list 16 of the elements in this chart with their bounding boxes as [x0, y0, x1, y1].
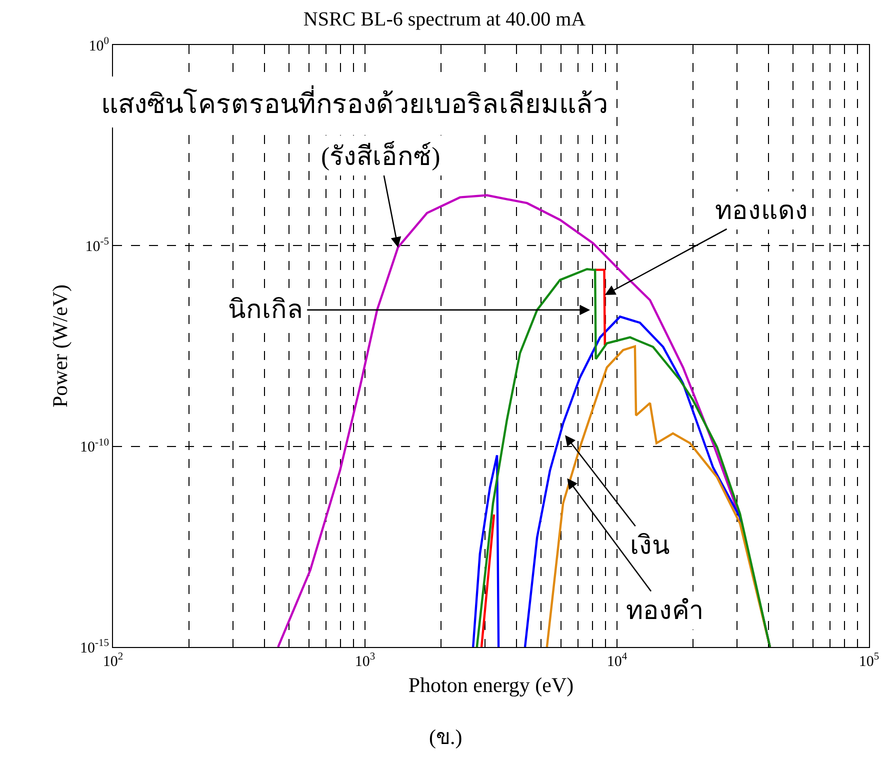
y-tick-label: 10$^{-5}$ [85, 236, 109, 255]
annotation: นิกเกิล [228, 295, 303, 324]
x-axis-title: Photon energy (eV) [408, 673, 574, 698]
annotation: ทองแดง [715, 196, 808, 225]
annotation: (รังสีเอ็กซ์) [321, 140, 440, 171]
y-axis-title: Power (W/eV) [48, 284, 72, 408]
annotation: เงิน [630, 531, 670, 560]
annotation: แสงซินโครตรอนที่กรองด้วยเบอริลเลียมแล้ว [101, 85, 608, 119]
chart-title: NSRC BL-6 spectrum at 40.00 mA [303, 8, 586, 31]
x-tick-label: 10$^{3}$ [354, 652, 376, 670]
x-tick-label: 10$^{5}$ [858, 652, 880, 670]
y-tick-label: 10$^{0}$ [88, 36, 109, 54]
x-tick-label: 10$^{4}$ [606, 652, 628, 670]
annotation: ทองคำ [626, 596, 704, 625]
y-tick-label: 10$^{-10}$ [80, 437, 109, 456]
text: (ข.) [429, 725, 462, 749]
